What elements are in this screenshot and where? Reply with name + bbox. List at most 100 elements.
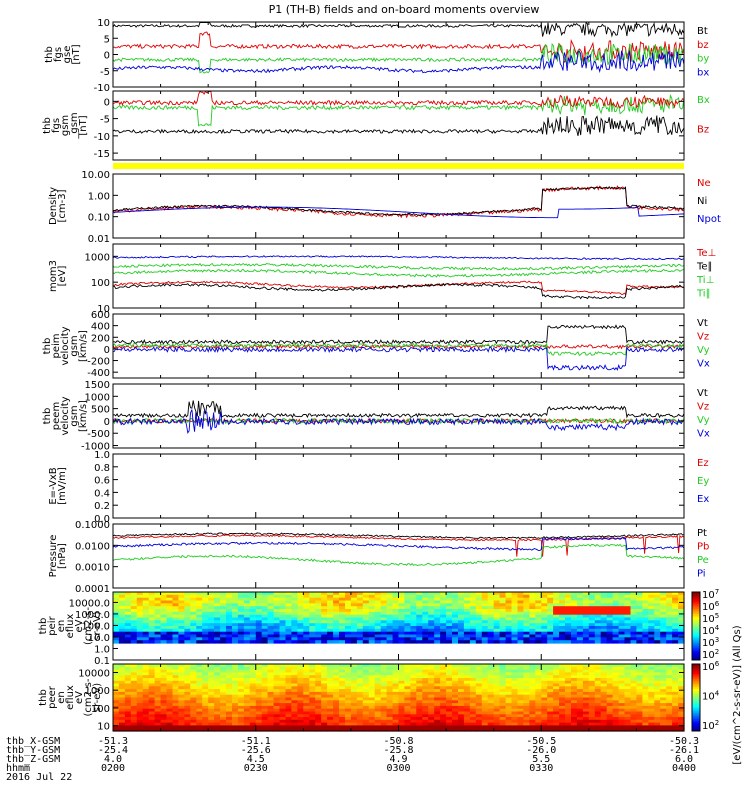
heatmap-cell: [505, 672, 513, 676]
heatmap-cell: [553, 705, 560, 710]
heatmap-cell: [446, 623, 453, 627]
heatmap-cell: [416, 628, 423, 633]
heatmap-cell: [535, 703, 542, 707]
heatmap-cell: [612, 600, 620, 604]
heatmap-cell: [321, 697, 328, 701]
heatmap-cell: [237, 640, 245, 644]
heatmap-cell: [481, 603, 489, 607]
heatmap-cell: [648, 603, 655, 607]
heatmap-cell: [118, 686, 126, 690]
heatmap-cell: [458, 637, 465, 641]
heatmap-cell: [368, 722, 376, 726]
heatmap-cell: [356, 626, 364, 630]
heatmap-cell: [672, 620, 679, 624]
heatmap-cell: [463, 703, 471, 707]
heatmap-cell: [523, 640, 530, 644]
heatmap-cell: [285, 623, 292, 627]
heatmap-cell: [499, 611, 507, 616]
heatmap-cell: [666, 623, 673, 627]
heatmap-cell: [398, 628, 405, 633]
heatmap-cell: [327, 703, 334, 707]
heatmap-cell: [535, 609, 542, 613]
heatmap-cell: [529, 680, 536, 685]
heatmap-cell: [172, 672, 179, 676]
heatmap-cell: [565, 725, 572, 729]
heatmap-cell: [124, 623, 132, 627]
heatmap-cell: [422, 664, 429, 668]
heatmap-cell: [422, 697, 429, 701]
heatmap-cell: [226, 597, 233, 602]
heatmap-cell: [285, 614, 292, 619]
heatmap-cell: [648, 680, 655, 685]
heatmap-cell: [582, 717, 590, 721]
colorbar-cell: [692, 624, 700, 627]
heatmap-cell: [559, 620, 566, 624]
heatmap-cell: [130, 594, 138, 599]
heatmap-cell: [178, 597, 185, 602]
legend-efield-Ey: Ey: [697, 476, 709, 487]
heatmap-cell: [660, 600, 667, 604]
heatmap-cell: [588, 609, 596, 613]
heatmap-cell: [600, 689, 608, 693]
heatmap-cell: [333, 686, 340, 690]
heatmap-cell: [339, 719, 346, 724]
heatmap-cell: [505, 678, 513, 682]
heatmap-cell: [237, 722, 245, 726]
heatmap-cell: [172, 609, 179, 613]
colorbar-cell: [692, 653, 700, 656]
heatmap-cell: [493, 669, 501, 673]
heatmap-cell: [630, 597, 637, 602]
heatmap-cell: [594, 640, 602, 644]
heatmap-cell: [190, 675, 197, 679]
heatmap-cell: [142, 697, 150, 701]
heatmap-cell: [178, 617, 185, 621]
heatmap-cell: [202, 711, 209, 715]
heatmap-cell: [630, 614, 637, 619]
heatmap-cell: [172, 594, 179, 599]
heatmap-cell: [220, 719, 227, 724]
heatmap-cell: [576, 606, 584, 610]
heatmap-cell: [594, 711, 602, 715]
heatmap-cell: [422, 683, 429, 687]
heatmap-cell: [255, 603, 263, 607]
heatmap-cell: [261, 614, 269, 619]
heatmap-cell: [458, 666, 465, 671]
heatmap-cell: [666, 606, 673, 610]
heatmap-cell: [214, 680, 221, 685]
heatmap-cell: [339, 664, 346, 668]
heatmap-cell: [136, 697, 144, 701]
heatmap-cell: [458, 711, 465, 715]
heatmap-cell: [279, 666, 286, 671]
heatmap-cell: [166, 609, 173, 613]
heatmap-cell: [154, 717, 162, 721]
heatmap-cell: [392, 708, 400, 713]
heatmap-cell: [428, 691, 435, 696]
heatmap-cell: [499, 664, 507, 668]
heatmap-cell: [648, 631, 655, 636]
colorbar-cell: [692, 643, 700, 646]
heatmap-cell: [202, 620, 209, 624]
heatmap-cell: [588, 705, 596, 710]
heatmap-cell: [410, 606, 417, 610]
heatmap-cell: [541, 680, 548, 685]
heatmap-cell: [243, 669, 251, 673]
heatmap-cell: [339, 675, 346, 679]
heatmap-cell: [220, 705, 227, 710]
heatmap-cell: [434, 606, 441, 610]
heatmap-cell: [446, 614, 453, 619]
heatmap-cell: [398, 637, 405, 641]
heatmap-cell: [576, 672, 584, 676]
heatmap-cell: [487, 623, 495, 627]
heatmap-cell: [255, 689, 263, 693]
heatmap-cell: [368, 672, 376, 676]
heatmap-cell: [142, 680, 150, 685]
heatmap-cell: [184, 592, 191, 596]
heatmap-cell: [446, 606, 453, 610]
heatmap-cell: [505, 623, 513, 627]
ytick-label: 0: [104, 417, 110, 428]
heatmap-cell: [410, 620, 417, 624]
heatmap-cell: [220, 597, 227, 602]
heatmap-cell: [243, 700, 251, 704]
heatmap-cell: [113, 703, 120, 707]
heatmap-cell: [267, 722, 275, 726]
